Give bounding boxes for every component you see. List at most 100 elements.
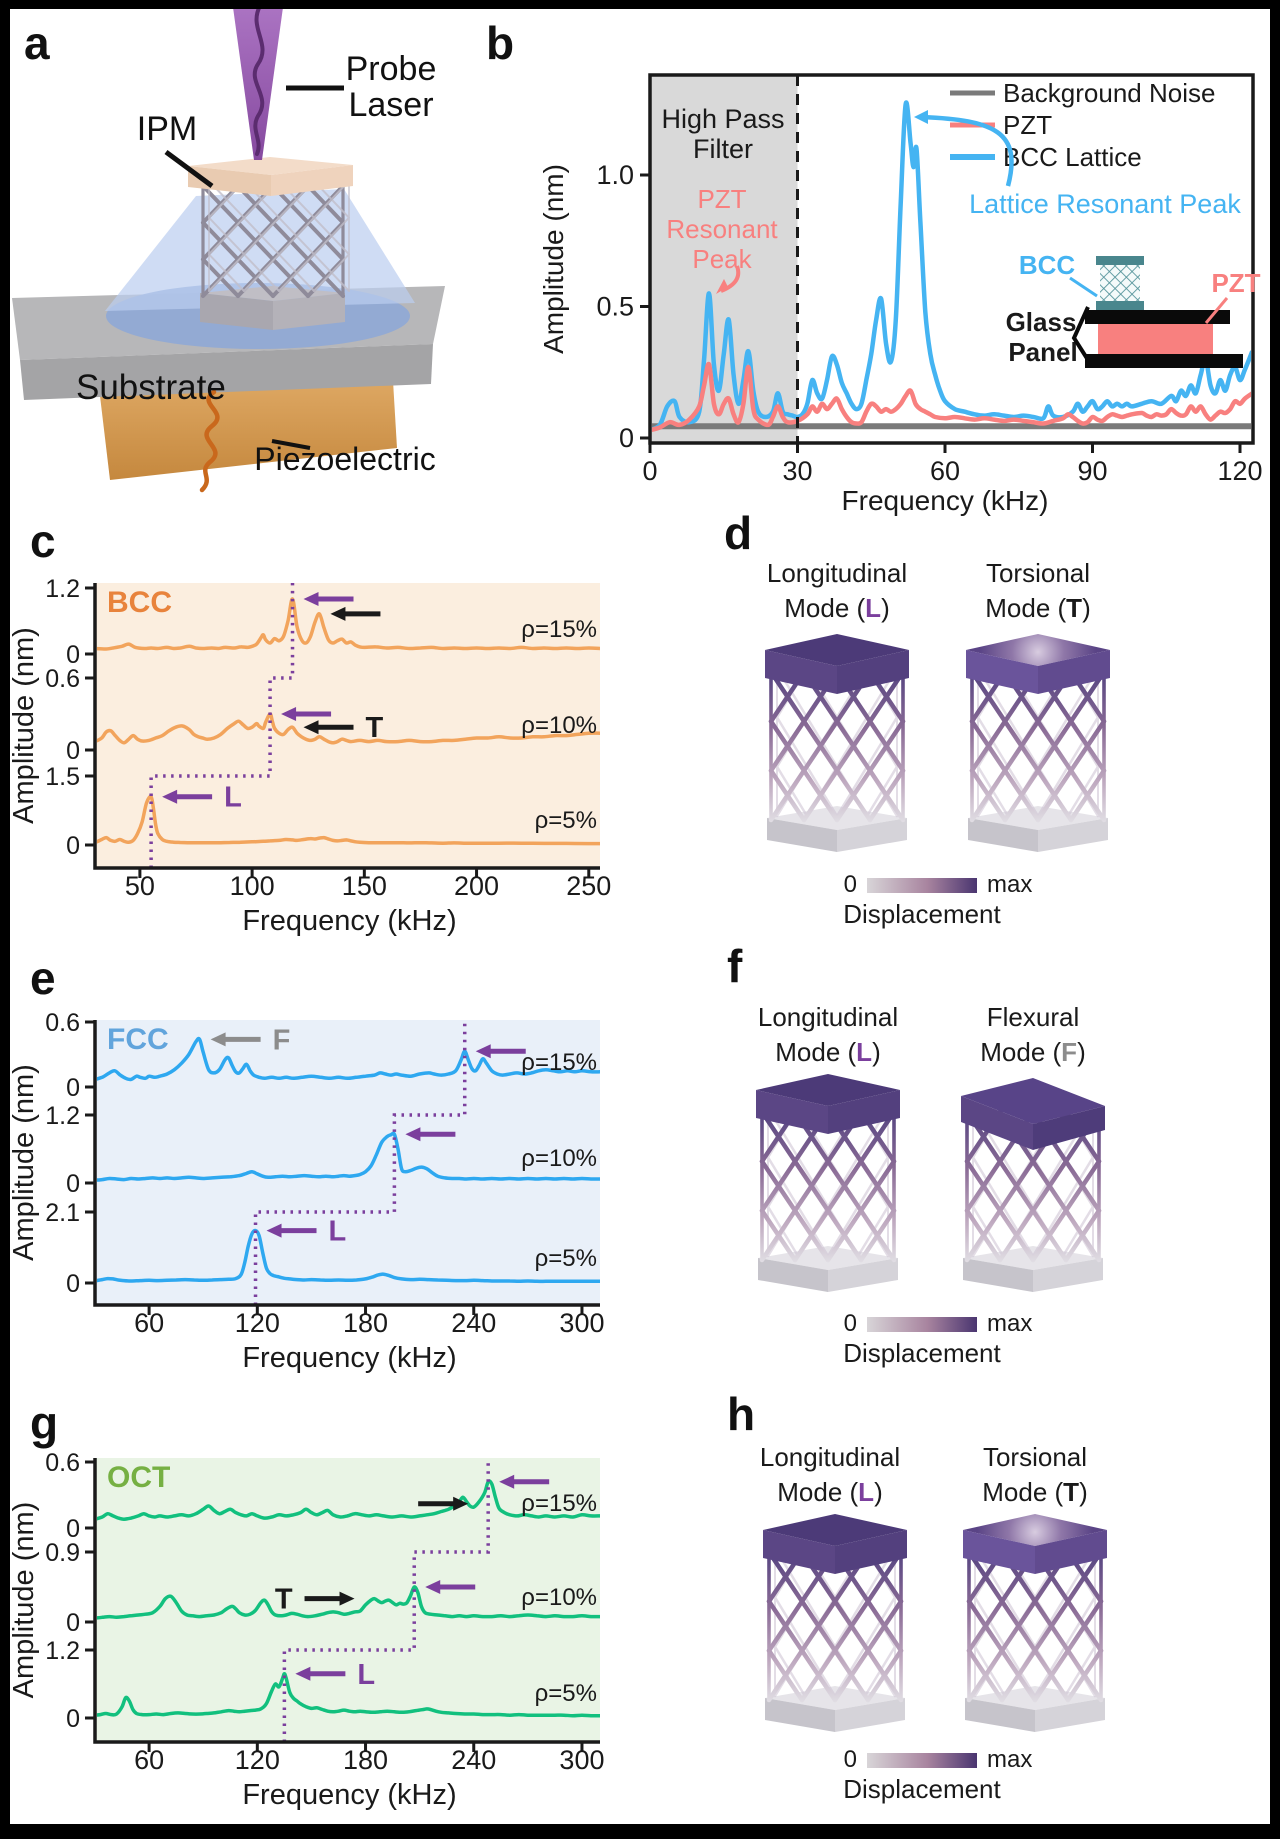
annotation-arrowhead [266,1223,282,1238]
annotation-arrowhead [295,1666,311,1681]
x-tick-label: 250 [566,871,611,901]
colorbar-min-label: 0 [844,871,857,898]
mode-letter-label: T [275,1584,293,1616]
panel-label-a: a [24,17,50,69]
base-plate-left [758,1258,828,1292]
y-tick-label: 2.1 [45,1199,80,1227]
rho-label: ρ=5% [535,1245,597,1272]
base-plate-right [835,1698,905,1732]
mode-shape-figure-flat [763,1514,907,1732]
y-tick-label: 0 [66,1170,80,1198]
x-tick-label: 90 [1077,456,1107,486]
charts-layer: 0 30 60 90 120 0 0.5 1.0 Frequency (kHz) Amplitud… [8,73,1263,1811]
base-plate-right [837,818,907,852]
panel-label-g: g [30,1397,59,1449]
y-tick-label: 0 [66,1515,80,1543]
ipm-plate-right [271,165,353,196]
plot-frame [648,73,1255,445]
colorbar-max-label: max [987,871,1032,898]
base-plate-right [1035,1698,1105,1732]
y-tick-label: 0.5 [596,292,634,322]
x-tick-label: 120 [235,1308,280,1338]
mode-title-line2: Mode (L) [777,1477,883,1507]
y-tick-label: 0 [66,1705,80,1733]
panel-g-chart: 0.60ρ=15%0.90ρ=10%1.20ρ=5%60 120 180 240 300… [8,1449,604,1811]
annotation-arrowhead [339,1591,355,1606]
y-tick-label: 1.2 [45,1102,80,1130]
piezoelectric-label: Piezoelectric [254,441,435,477]
y-tick-label: 1.2 [45,575,80,603]
base-plate-right [1038,818,1108,852]
mode-letter-label: L [329,1216,347,1248]
x-tick-label: 0 [642,456,657,486]
y-axis-title: Amplitude (nm) [538,164,569,354]
annotation-arrowhead [453,1496,469,1511]
high-pass-label-line1: High Pass [661,104,784,134]
panel-label-c: c [30,515,56,567]
curve-pzt [652,361,1251,432]
x-tick-label: 120 [235,1745,280,1775]
lattice-type-label: FCC [107,1023,169,1056]
legend-label: Background Noise [1003,78,1215,108]
mode-title-line2: Mode (T) [982,1477,1088,1507]
base-plate-right [1033,1258,1103,1292]
mode-title-line1: Longitudinal [766,558,908,588]
legend-label: PZT [1003,110,1052,140]
pzt-peak-label: Resonant [666,214,778,244]
annotation-arrowhead [330,606,346,621]
rho-label: ρ=15% [521,616,597,643]
curve-rho-15pct [97,597,600,651]
mode-title-line1: Torsional [982,1442,1088,1472]
inset-glass-bracket [1071,306,1090,362]
y-tick-label: 0.6 [45,665,80,693]
rho-label: ρ=10% [521,1145,597,1172]
curve-rho-5pct [97,1672,600,1718]
panel-label-b: b [486,17,515,69]
top-plate-left [765,650,837,694]
inset-glass-label-line2: Panel [1008,337,1077,367]
y-tick-label: 0 [66,1270,80,1298]
substrate-front-face [20,344,433,400]
colorbar-max-label: max [987,1310,1032,1337]
displacement-colorbar [867,1753,977,1768]
base-plate-left [765,1698,835,1732]
mode-title-line2: Mode (T) [985,593,1091,623]
inset-glass-label-line1: Glass [1006,307,1077,337]
top-plate-left [966,650,1038,694]
mode-title-line1: Longitudinal [759,1442,901,1472]
mode-shape-figure-torsion [966,634,1110,852]
annotation-arrowhead [425,1580,441,1594]
x-axis-title: Frequency (kHz) [242,1342,456,1374]
annotation-arrowhead [210,1032,226,1047]
rho-label: ρ=5% [535,807,597,834]
inset-pzt-label: PZT [1211,268,1260,298]
rho-label: ρ=15% [521,1049,597,1076]
inset-glass-bar-top [1085,310,1230,324]
mode-title-h-right: Torsional Mode (T) [940,1440,1130,1510]
x-tick-label: 60 [930,456,960,486]
lattice-peak-label: Lattice Resonant Peak [969,189,1241,219]
legend-label: BCC Lattice [1003,142,1142,172]
top-plate-left [763,1530,835,1574]
curve-rho-10pct [97,1131,600,1182]
colorbar-min-label: 0 [844,1310,857,1337]
x-tick-label: 240 [451,1745,496,1775]
mode-letter-label: L [357,1659,375,1691]
inset-bcc-cap-bottom [1096,301,1144,310]
panel-label-d: d [724,507,753,559]
inset-glass-bar-bottom [1085,354,1243,368]
rho-label: ρ=10% [521,712,597,739]
lattice-type-label: BCC [107,586,172,619]
x-tick-label: 60 [134,1308,164,1338]
panel-a-schematic: Probe Laser IPM Substrate Piezoelectric [12,0,445,493]
y-tick-label: 0 [66,737,80,765]
curve-rho-5pct [97,1228,600,1284]
colorbar-title: Displacement [843,1338,1001,1368]
panel-e-chart: 0.60ρ=15%1.20ρ=10%2.10ρ=5%60 120 180 240 300… [8,1009,604,1374]
mode-title-d-left: Longitudinal Mode (L) [742,556,932,626]
x-tick-label: 240 [451,1308,496,1338]
